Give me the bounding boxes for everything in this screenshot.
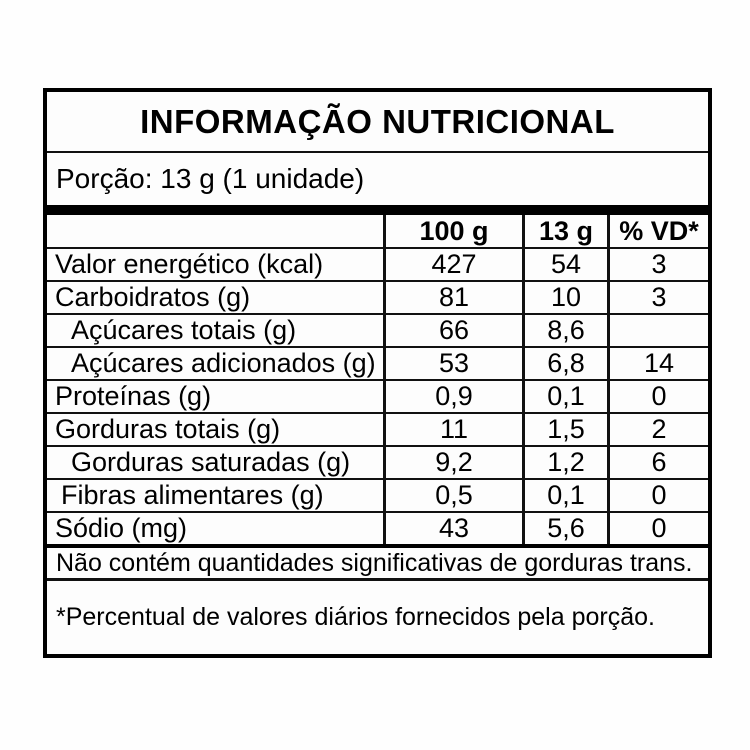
table-row-saturated-fat: Gorduras saturadas (g) 9,2 1,2 6: [47, 447, 708, 480]
value-100g: 0,9: [383, 381, 522, 412]
table-row-sodium: Sódio (mg) 43 5,6 0: [47, 513, 708, 544]
nutrition-label: INFORMAÇÃO NUTRICIONAL Porção: 13 g (1 u…: [43, 88, 712, 658]
col-header-100g: 100 g: [383, 215, 522, 247]
note-trans-fat: Não contém quantidades significativas de…: [47, 544, 708, 581]
value-daily: 6: [607, 447, 708, 478]
value-100g: 53: [383, 348, 522, 379]
value-daily: [607, 315, 708, 346]
value-100g: 0,5: [383, 480, 522, 511]
value-100g: 11: [383, 414, 522, 445]
value-daily: 3: [607, 249, 708, 280]
value-100g: 427: [383, 249, 522, 280]
value-100g: 9,2: [383, 447, 522, 478]
nutrient-label: Gorduras totais (g): [55, 414, 281, 444]
label-title: INFORMAÇÃO NUTRICIONAL: [47, 92, 708, 153]
col-header-daily-value: % VD*: [607, 215, 708, 247]
value-13g: 54: [522, 249, 607, 280]
table-row-energy: Valor energético (kcal) 427 54 3: [47, 249, 708, 282]
value-13g: 8,6: [522, 315, 607, 346]
table-row-protein: Proteínas (g) 0,9 0,1 0: [47, 381, 708, 414]
nutrient-label: Valor energético (kcal): [55, 249, 324, 279]
note-daily-values: *Percentual de valores diários fornecido…: [56, 603, 655, 631]
table-body: Valor energético (kcal) 427 54 3 Carboid…: [47, 249, 708, 544]
table-row-total-fat: Gorduras totais (g) 11 1,5 2: [47, 414, 708, 447]
table-row-fiber: Fibras alimentares (g) 0,5 0,1 0: [47, 480, 708, 513]
header-spacer: [47, 215, 383, 247]
nutrient-label: Gorduras saturadas (g): [71, 447, 351, 477]
value-13g: 10: [522, 282, 607, 313]
nutrient-label: Fibras alimentares (g): [61, 480, 324, 510]
value-daily: 0: [607, 480, 708, 511]
table-row-carbs: Carboidratos (g) 81 10 3: [47, 282, 708, 315]
value-daily: 0: [607, 381, 708, 412]
table-row-total-sugars: Açúcares totais (g) 66 8,6: [47, 315, 708, 348]
value-13g: 6,8: [522, 348, 607, 379]
value-100g: 43: [383, 513, 522, 544]
nutrient-label: Carboidratos (g): [55, 282, 251, 312]
value-daily: 3: [607, 282, 708, 313]
nutrient-label: Açúcares adicionados (g): [71, 348, 376, 378]
value-13g: 0,1: [522, 381, 607, 412]
value-daily: 0: [607, 513, 708, 544]
value-13g: 1,5: [522, 414, 607, 445]
nutrient-label: Proteínas (g): [55, 381, 212, 411]
value-13g: 1,2: [522, 447, 607, 478]
nutrient-label: Açúcares totais (g): [71, 315, 297, 345]
value-13g: 5,6: [522, 513, 607, 544]
value-100g: 66: [383, 315, 522, 346]
value-100g: 81: [383, 282, 522, 313]
value-daily: 14: [607, 348, 708, 379]
nutrient-label: Sódio (mg): [55, 513, 188, 543]
value-13g: 0,1: [522, 480, 607, 511]
table-header-row: 100 g 13 g % VD*: [47, 215, 708, 249]
value-daily: 2: [607, 414, 708, 445]
table-row-added-sugars: Açúcares adicionados (g) 53 6,8 14: [47, 348, 708, 381]
portion-text: Porção: 13 g (1 unidade): [47, 153, 708, 215]
col-header-13g: 13 g: [522, 215, 607, 247]
